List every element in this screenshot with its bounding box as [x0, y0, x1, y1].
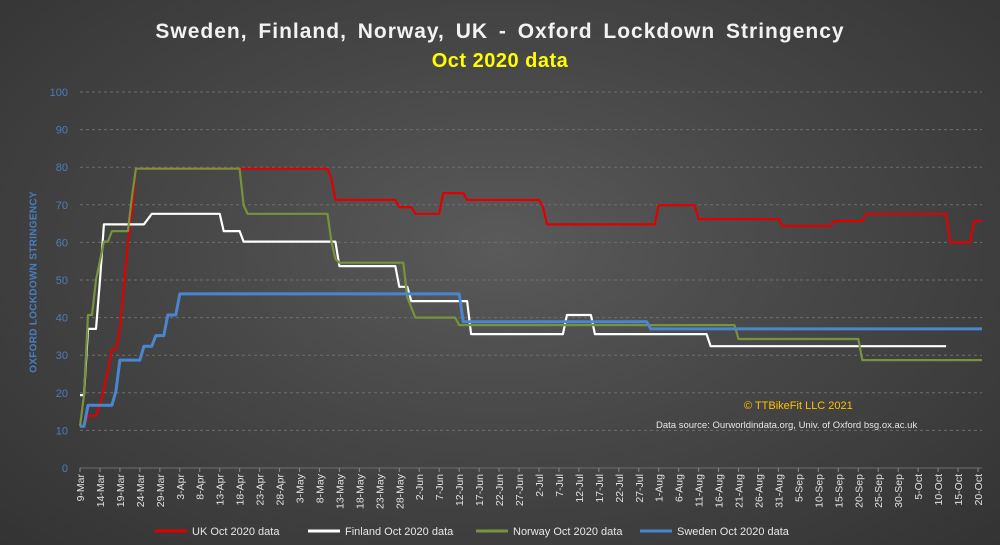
x-tick-label: 3-May	[295, 473, 307, 503]
x-tick-label: 30-Sep	[893, 474, 905, 508]
y-tick-label: 0	[62, 463, 68, 475]
x-tick-label: 18-May	[354, 473, 366, 509]
legend-label: Norway Oct 2020 data	[513, 526, 623, 538]
x-tick-label: 12-Jun	[454, 474, 466, 506]
x-tick-label: 23-May	[374, 473, 386, 509]
x-tick-label: 29-Mar	[155, 474, 167, 508]
x-tick-label: 27-Jul	[634, 474, 646, 503]
y-tick-label: 90	[56, 125, 68, 137]
legend-label: Finland Oct 2020 data	[345, 526, 454, 538]
legend-label: UK Oct 2020 data	[192, 526, 280, 538]
y-tick-label: 80	[56, 162, 68, 174]
x-tick-label: 28-Apr	[275, 473, 287, 505]
y-tick-label: 70	[56, 200, 68, 212]
x-tick-label: 5-Sep	[793, 474, 805, 502]
y-tick-label: 40	[56, 313, 68, 325]
x-tick-label: 26-Aug	[753, 474, 765, 508]
x-tick-label: 5-Oct	[913, 474, 925, 500]
x-tick-label: 6-Aug	[674, 474, 686, 502]
x-tick-label: 11-Aug	[694, 474, 706, 507]
x-tick-label: 21-Aug	[734, 474, 746, 508]
x-tick-label: 7-Jul	[554, 474, 566, 497]
x-tick-label: 10-Sep	[813, 474, 825, 508]
x-tick-label: 13-May	[334, 473, 346, 509]
x-tick-label: 10-Oct	[933, 474, 945, 506]
legend-label: Sweden Oct 2020 data	[677, 526, 790, 538]
x-tick-label: 31-Aug	[773, 474, 785, 508]
chart-subtitle: Oct 2020 data	[431, 50, 569, 72]
x-tick-label: 24-Mar	[135, 474, 147, 508]
x-tick-label: 8-Apr	[195, 474, 207, 500]
x-tick-label: 2-Jun	[414, 474, 426, 500]
y-tick-label: 60	[56, 237, 68, 249]
x-tick-label: 17-Jul	[594, 474, 606, 503]
y-tick-label: 30	[56, 350, 68, 362]
x-tick-label: 15-Sep	[833, 474, 845, 508]
source-annotation: Data source: Ourworldindata.org, Univ. o…	[656, 420, 918, 431]
x-tick-label: 28-May	[394, 473, 406, 509]
x-tick-label: 2-Jul	[534, 474, 546, 497]
x-tick-label: 17-Jun	[474, 474, 486, 506]
x-tick-label: 20-Sep	[853, 474, 865, 508]
x-tick-label: 3-Apr	[175, 474, 187, 500]
x-tick-label: 22-Jun	[494, 474, 506, 506]
series-line-uk	[80, 167, 982, 428]
x-tick-label: 23-Apr	[255, 473, 267, 505]
x-tick-label: 1-Aug	[654, 474, 666, 502]
x-tick-label: 18-Apr	[235, 473, 247, 505]
series-line-norway	[78, 167, 982, 427]
x-tick-label: 8-May	[314, 473, 326, 503]
series-line-sweden	[80, 292, 982, 428]
x-tick-label: 19-Mar	[115, 474, 127, 508]
credit-annotation: © TTBikeFit LLC 2021	[744, 400, 853, 412]
y-tick-label: 50	[56, 275, 68, 287]
x-tick-label: 27-Jun	[514, 474, 526, 506]
x-tick-label: 22-Jul	[614, 474, 626, 503]
y-tick-label: 20	[56, 388, 68, 400]
x-tick-label: 16-Aug	[714, 474, 726, 508]
x-tick-label: 13-Apr	[215, 473, 227, 505]
y-tick-label: 100	[50, 87, 68, 99]
x-tick-label: 15-Oct	[953, 474, 965, 506]
x-tick-label: 14-Mar	[95, 474, 107, 508]
x-tick-label: 7-Jun	[434, 474, 446, 500]
x-tick-label: 25-Sep	[873, 474, 885, 508]
x-tick-label: 12-Jul	[574, 474, 586, 503]
x-tick-label: 9-Mar	[75, 473, 87, 501]
chart-title: Sweden, Finland, Norway, UK - Oxford Loc…	[155, 20, 845, 43]
x-tick-label: 20-Oct	[973, 474, 985, 506]
series-line-finland	[80, 212, 947, 397]
y-tick-label: 10	[56, 425, 68, 437]
